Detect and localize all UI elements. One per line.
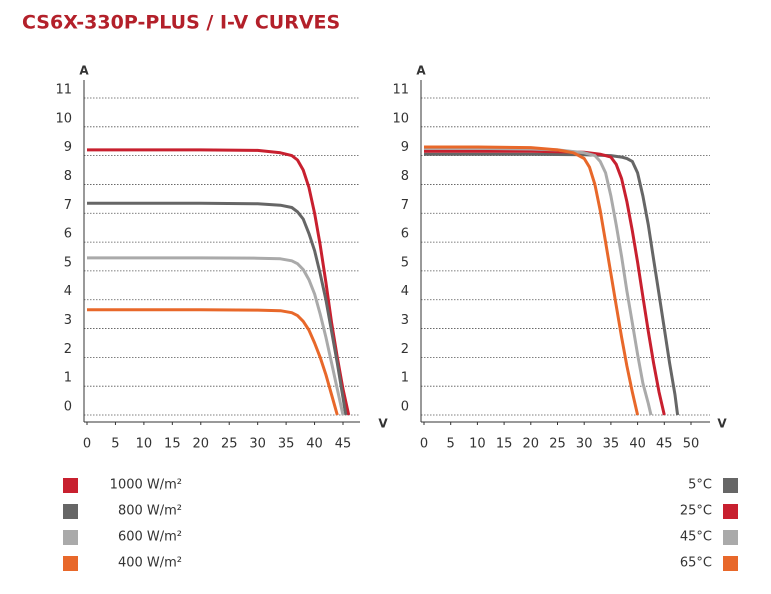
x-axis-label: V <box>717 417 727 431</box>
legend-swatch <box>63 530 78 545</box>
y-tick-label: 2 <box>401 342 409 357</box>
legend-label: 5°C <box>688 478 712 493</box>
legend-label: 800 W/m² <box>118 504 182 519</box>
legend-swatch <box>723 478 738 493</box>
chart-title: CS6X-330P-PLUS / I-V CURVES <box>22 12 340 34</box>
y-tick-label: 7 <box>401 198 409 213</box>
y-tick-label: 3 <box>64 313 72 328</box>
y-tick-label: 4 <box>401 284 409 299</box>
legend-label: 1000 W/m² <box>110 478 182 493</box>
y-axis-label: A <box>79 64 89 78</box>
x-tick-label: 20 <box>193 437 210 452</box>
x-axis-label: V <box>378 417 388 431</box>
legend-swatch <box>723 504 738 519</box>
y-axis-label: A <box>416 64 426 78</box>
x-tick-label: 5 <box>111 437 119 452</box>
x-tick-label: 5 <box>447 437 455 452</box>
x-tick-label: 40 <box>306 437 323 452</box>
y-tick-label: 9 <box>64 140 72 155</box>
legend-swatch <box>63 504 78 519</box>
y-tick-label: 3 <box>401 313 409 328</box>
x-tick-label: 35 <box>603 437 620 452</box>
y-tick-label: 0 <box>64 400 72 415</box>
y-tick-label: 6 <box>401 227 409 242</box>
curve <box>424 146 653 416</box>
y-tick-label: 11 <box>392 83 409 98</box>
y-tick-label: 6 <box>64 227 72 242</box>
x-tick-label: 40 <box>629 437 646 452</box>
y-tick-label: 2 <box>64 342 72 357</box>
x-tick-label: 15 <box>164 437 181 452</box>
y-tick-label: 1 <box>64 371 72 386</box>
y-tick-label: 5 <box>64 255 72 270</box>
x-tick-label: 10 <box>136 437 153 452</box>
x-tick-label: 45 <box>335 437 352 452</box>
legend-swatch <box>63 556 78 571</box>
y-tick-label: 11 <box>55 83 72 98</box>
y-tick-label: 7 <box>64 198 72 213</box>
curve <box>87 201 348 416</box>
y-tick-label: 0 <box>401 400 409 415</box>
curve <box>424 149 666 416</box>
x-tick-label: 0 <box>420 437 428 452</box>
y-tick-label: 10 <box>55 111 72 126</box>
legend-label: 65°C <box>680 556 712 571</box>
y-tick-label: 10 <box>392 111 409 126</box>
x-tick-label: 45 <box>656 437 673 452</box>
x-tick-label: 50 <box>683 437 700 452</box>
x-tick-label: 10 <box>469 437 486 452</box>
legend-swatch <box>723 530 738 545</box>
legend-swatch <box>723 556 738 571</box>
legend-label: 45°C <box>680 530 712 545</box>
curve <box>87 308 339 416</box>
x-tick-label: 15 <box>496 437 513 452</box>
x-tick-label: 30 <box>249 437 266 452</box>
curve <box>424 152 680 416</box>
curve <box>87 256 345 416</box>
curve <box>424 145 640 416</box>
legend-label: 400 W/m² <box>118 556 182 571</box>
legend-label: 25°C <box>680 504 712 519</box>
y-tick-label: 8 <box>64 169 72 184</box>
y-tick-label: 1 <box>401 371 409 386</box>
y-tick-label: 4 <box>64 284 72 299</box>
y-tick-label: 5 <box>401 255 409 270</box>
x-tick-label: 20 <box>523 437 540 452</box>
x-tick-label: 25 <box>549 437 566 452</box>
y-tick-label: 8 <box>401 169 409 184</box>
x-tick-label: 30 <box>576 437 593 452</box>
y-tick-label: 9 <box>401 140 409 155</box>
legend-label: 600 W/m² <box>118 530 182 545</box>
x-tick-label: 25 <box>221 437 238 452</box>
legend-swatch <box>63 478 78 493</box>
x-tick-label: 35 <box>278 437 295 452</box>
x-tick-label: 0 <box>83 437 91 452</box>
